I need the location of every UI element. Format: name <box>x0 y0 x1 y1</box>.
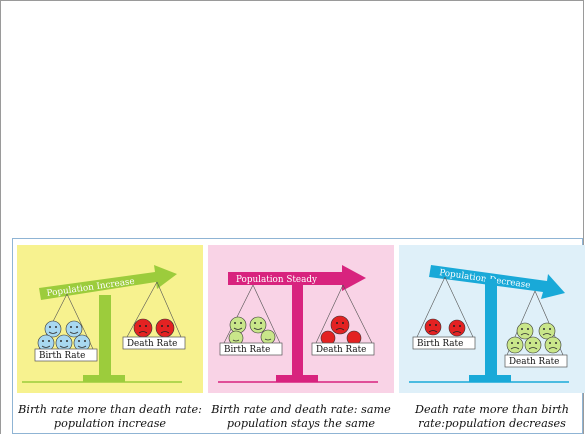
death-rate-faces <box>320 315 362 346</box>
caption-decrease: Death rate more than birth rate:populati… <box>415 403 569 430</box>
caption-increase: Birth rate more than death rate: populat… <box>18 403 202 430</box>
scale-strings <box>223 284 373 344</box>
scale-pillar <box>99 295 111 377</box>
balance-scale-steady: Population Steady <box>208 245 394 393</box>
birth-rate-faces <box>37 320 91 352</box>
death-rate-faces <box>506 322 562 354</box>
birth-rate-pan <box>412 336 476 350</box>
scale-base <box>276 375 318 382</box>
population-balance-figure: Population Increase <box>12 238 585 434</box>
panel-population-steady: Population Steady <box>208 245 394 430</box>
scale-base <box>469 375 511 382</box>
death-rate-label: Death Rate <box>509 357 559 367</box>
balance-scale-decrease: Population Decrease Birth <box>399 245 585 393</box>
birth-rate-pan <box>219 342 283 356</box>
death-rate-label: Death Rate <box>127 339 177 349</box>
steady-arrow: Population Steady <box>228 265 366 291</box>
balance-scale-increase: Population Increase <box>17 245 203 393</box>
caption-steady: Birth rate and death rate: same populati… <box>211 403 391 430</box>
death-rate-pan <box>311 342 375 356</box>
arrow-label: Population Steady <box>236 275 317 285</box>
birth-rate-faces <box>228 316 276 346</box>
death-rate-label: Death Rate <box>316 345 366 355</box>
panel-population-increase: Population Increase <box>17 245 203 430</box>
birth-rate-label: Birth Rate <box>39 351 85 361</box>
panel-population-decrease: Population Decrease Birth <box>399 245 585 430</box>
death-rate-pan <box>504 354 568 368</box>
death-rate-faces <box>133 318 175 338</box>
scale-pillar <box>292 285 303 377</box>
birth-rate-pan <box>34 348 98 362</box>
scale-pillar <box>485 279 497 377</box>
birth-rate-label: Birth Rate <box>417 339 463 349</box>
birth-rate-label: Birth Rate <box>224 345 270 355</box>
birth-rate-faces <box>424 318 466 337</box>
death-rate-pan <box>122 336 186 350</box>
scale-base <box>83 375 125 382</box>
